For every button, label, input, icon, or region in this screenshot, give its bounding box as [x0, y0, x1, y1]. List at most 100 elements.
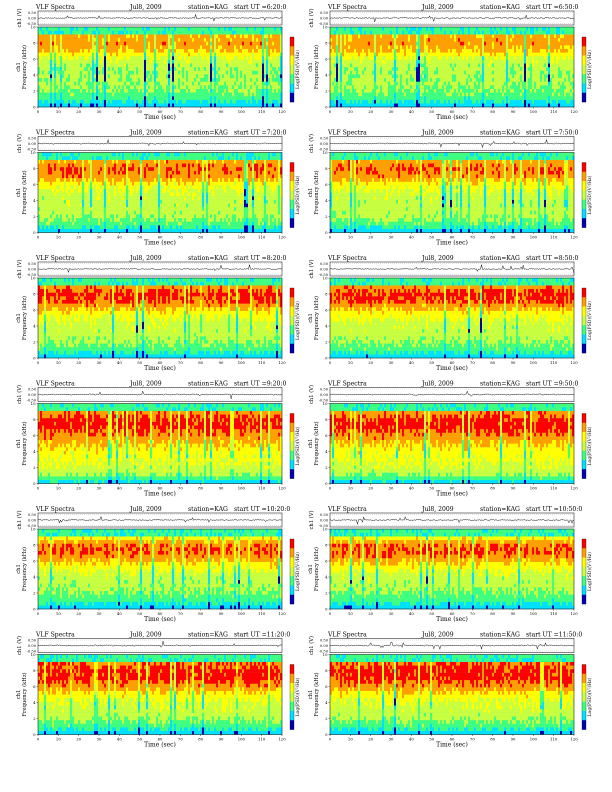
- spectrogram-cell: [252, 89, 254, 93]
- spectrogram-cell: [54, 100, 56, 104]
- spectrogram-cell: [422, 34, 424, 38]
- spectrogram-cell: [448, 34, 450, 38]
- spectrogram-cell: [118, 60, 120, 64]
- spectrogram-cell: [336, 52, 338, 56]
- spectrogram-cell: [418, 67, 420, 71]
- spectrogram-cell: [440, 34, 442, 38]
- spectrogram-cell: [106, 67, 108, 71]
- spectrogram-cell: [86, 63, 88, 67]
- spectrogram-cell: [372, 89, 374, 93]
- spectrogram-cell: [484, 63, 486, 67]
- spectrogram-cell: [190, 100, 192, 104]
- spectrogram-cell: [376, 38, 378, 42]
- spectrogram-cell: [358, 38, 360, 42]
- spectrogram-cell: [130, 103, 132, 107]
- spectrogram-cell: [468, 71, 470, 75]
- spectrogram-cell: [90, 42, 92, 46]
- spectrogram-cell: [354, 89, 356, 93]
- spectrogram-cell: [412, 78, 414, 82]
- spectrogram-cell: [424, 78, 426, 82]
- spectrogram-cell: [356, 52, 358, 56]
- spectrogram-cell: [506, 89, 508, 93]
- spectrogram-cell: [466, 67, 468, 71]
- spectrogram-cell: [154, 74, 156, 78]
- spectrogram-cell: [362, 89, 364, 93]
- spectrogram-cell: [378, 52, 380, 56]
- spectrogram-cell: [426, 85, 428, 89]
- spectrogram-cell: [170, 67, 172, 71]
- spectrogram-cell: [238, 45, 240, 49]
- spectrogram-cell: [118, 34, 120, 38]
- spectrogram-cell: [450, 85, 452, 89]
- spectrogram-cell: [456, 92, 458, 96]
- spectrogram-cell: [212, 96, 214, 100]
- spectrogram-cell: [112, 96, 114, 100]
- spectrogram-cell: [476, 96, 478, 100]
- spectrogram-cell: [66, 85, 68, 89]
- spectrogram-cell: [344, 78, 346, 82]
- spectrogram-cell: [144, 34, 146, 38]
- spectrogram-cell: [44, 63, 46, 67]
- spectrogram-cell: [352, 96, 354, 100]
- spectrogram-cell: [376, 103, 378, 107]
- spectrogram-cell: [112, 67, 114, 71]
- spectrogram-cell: [216, 96, 218, 100]
- spectrogram-cell: [162, 96, 164, 100]
- spectrogram-cell: [114, 78, 116, 82]
- spectrogram-cell: [352, 52, 354, 56]
- spectrogram-cell: [166, 49, 168, 53]
- spectrogram-cell: [52, 71, 54, 75]
- spectrogram-cell: [112, 78, 114, 82]
- spectrogram-cell: [72, 92, 74, 96]
- spectrogram-cell: [278, 96, 280, 100]
- spectrogram-cell: [100, 38, 102, 42]
- spectrogram-cell: [462, 27, 464, 31]
- spectrogram-cell: [512, 74, 514, 78]
- spectrogram-cell: [182, 82, 184, 86]
- spectrogram-cell: [112, 38, 114, 42]
- spectrogram-cell: [400, 49, 402, 53]
- spectrogram-cell: [370, 45, 372, 49]
- spectrogram-cell: [394, 82, 396, 86]
- spectrogram-cell: [260, 49, 262, 53]
- spectrogram-cell: [84, 67, 86, 71]
- spectrogram-cell: [478, 100, 480, 104]
- spectrogram-cell: [94, 71, 96, 75]
- spectrogram-cell: [492, 38, 494, 42]
- spectrogram-cell: [528, 96, 530, 100]
- spectrogram-cell: [516, 92, 518, 96]
- spectrogram-cell: [156, 82, 158, 86]
- spectrogram-cell: [52, 56, 54, 60]
- spectrogram-cell: [460, 82, 462, 86]
- spectrogram-cell: [168, 31, 170, 35]
- spectrogram-cell: [158, 52, 160, 56]
- spectrogram-cell: [240, 85, 242, 89]
- spectrogram-cell: [100, 63, 102, 67]
- spectrogram-cell: [382, 67, 384, 71]
- spectrogram-cell: [248, 78, 250, 82]
- spectrogram-cell: [120, 92, 122, 96]
- spectrogram-cell: [500, 96, 502, 100]
- spectrogram-cell: [350, 42, 352, 46]
- spectrogram-cell: [370, 85, 372, 89]
- spectrogram-cell: [176, 78, 178, 82]
- spectrogram-cell: [196, 45, 198, 49]
- spectrogram-cell: [164, 100, 166, 104]
- spectrogram-cell: [194, 60, 196, 64]
- spectrogram-cell: [460, 92, 462, 96]
- spectrogram-cell: [114, 67, 116, 71]
- spectrogram-cell: [78, 45, 80, 49]
- spectrogram-cell: [482, 27, 484, 31]
- spectrogram-cell: [194, 67, 196, 71]
- spectrogram-cell: [394, 52, 396, 56]
- spectrogram-cell: [42, 74, 44, 78]
- spectrogram-cell: [38, 49, 40, 53]
- spectrogram-cell: [386, 67, 388, 71]
- colorbar-segment: [290, 46, 294, 55]
- x-tick-label: 120: [278, 109, 286, 114]
- spectrogram-cell: [356, 78, 358, 82]
- spectrogram-cell: [532, 85, 534, 89]
- spectrogram-cell: [106, 96, 108, 100]
- spectrogram-cell: [330, 56, 332, 60]
- spectrogram-cell: [264, 74, 266, 78]
